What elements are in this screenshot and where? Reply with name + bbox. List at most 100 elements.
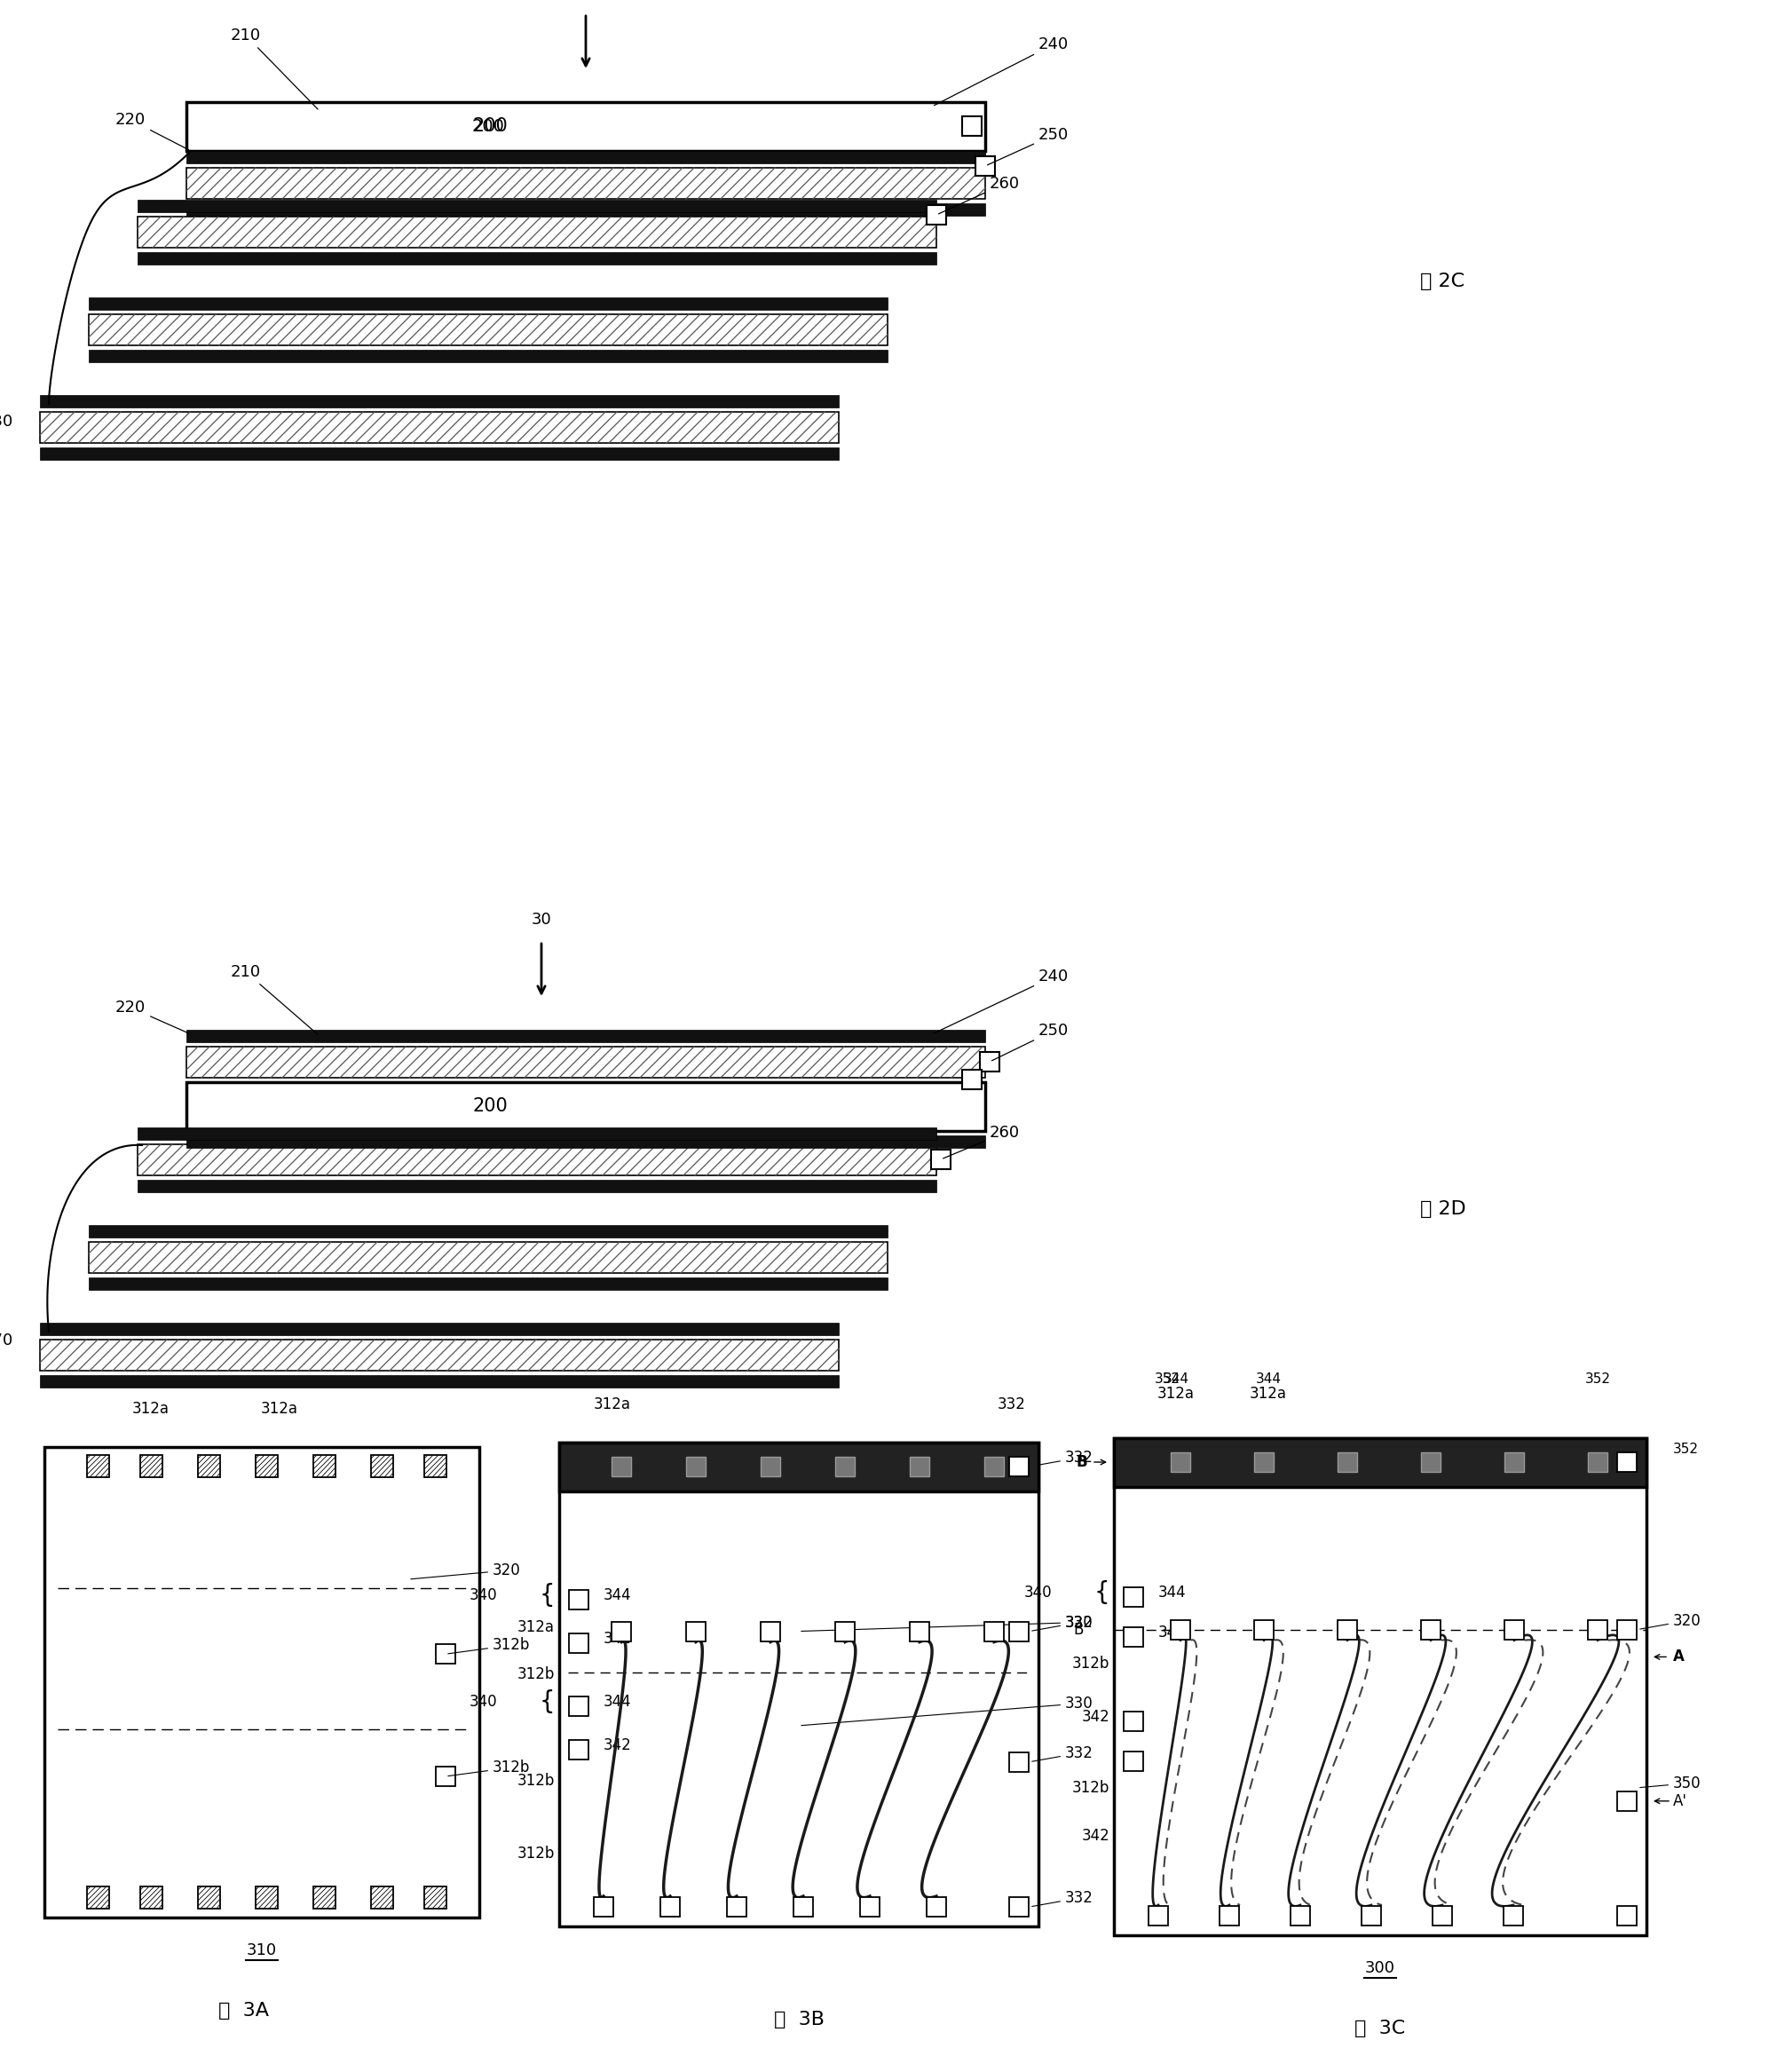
Text: 342: 342: [604, 1631, 633, 1647]
Bar: [1149, 1905, 1168, 1926]
Text: 312a: 312a: [593, 1397, 631, 1412]
Bar: [910, 1457, 930, 1476]
Bar: [88, 1455, 109, 1478]
Bar: [425, 1455, 446, 1478]
Text: 200: 200: [471, 118, 505, 134]
Text: 250: 250: [987, 128, 1068, 165]
Text: B': B': [1073, 1622, 1088, 1637]
Bar: [1124, 1752, 1143, 1771]
Bar: [559, 1443, 1038, 1492]
Bar: [926, 204, 946, 225]
Bar: [1362, 1905, 1382, 1926]
Bar: [962, 116, 982, 136]
Bar: [980, 1053, 1000, 1071]
Bar: [1505, 1620, 1523, 1639]
Text: 312b: 312b: [448, 1637, 530, 1653]
Bar: [1009, 1897, 1029, 1917]
Bar: [568, 1740, 588, 1761]
Text: 260: 260: [939, 175, 1020, 215]
Bar: [984, 1622, 1004, 1641]
Bar: [256, 1886, 278, 1909]
Text: 200: 200: [473, 1098, 507, 1115]
Bar: [568, 1589, 588, 1610]
Text: 340: 340: [470, 1587, 496, 1604]
Bar: [659, 1897, 679, 1917]
Bar: [39, 394, 839, 407]
Bar: [90, 1243, 887, 1273]
Bar: [435, 1767, 455, 1785]
Bar: [197, 1886, 220, 1909]
Bar: [1009, 1457, 1029, 1476]
Bar: [1124, 1711, 1143, 1732]
Bar: [1616, 1792, 1636, 1810]
Text: 210: 210: [231, 964, 317, 1034]
Bar: [186, 151, 986, 163]
Text: 344: 344: [1256, 1373, 1281, 1385]
Bar: [1170, 1620, 1190, 1639]
Text: A: A: [1674, 1649, 1684, 1666]
Bar: [186, 167, 986, 198]
Bar: [728, 1897, 747, 1917]
Bar: [138, 252, 937, 264]
Bar: [186, 1030, 986, 1042]
Text: 320: 320: [801, 1614, 1093, 1631]
Text: {: {: [539, 1690, 556, 1715]
Text: 350: 350: [1640, 1775, 1701, 1792]
Text: 312b: 312b: [518, 1773, 556, 1789]
Text: 344: 344: [1158, 1585, 1186, 1602]
Text: 320: 320: [1640, 1612, 1701, 1628]
Bar: [435, 1645, 455, 1664]
Bar: [197, 1455, 220, 1478]
Bar: [1337, 1453, 1357, 1472]
Bar: [45, 1447, 478, 1917]
Bar: [88, 1886, 109, 1909]
Bar: [559, 1443, 1038, 1926]
Bar: [186, 1082, 986, 1131]
Text: 342: 342: [1081, 1829, 1109, 1843]
Bar: [860, 1897, 880, 1917]
Text: B: B: [1075, 1455, 1088, 1470]
Bar: [932, 1150, 950, 1168]
Bar: [910, 1622, 930, 1641]
Bar: [371, 1455, 392, 1478]
Bar: [186, 202, 986, 217]
Text: 332: 332: [1032, 1449, 1093, 1465]
Bar: [138, 1181, 937, 1193]
Bar: [138, 200, 937, 213]
Text: 240: 240: [934, 37, 1068, 105]
Bar: [1421, 1453, 1441, 1472]
Text: 312b: 312b: [1072, 1655, 1109, 1672]
Text: 250: 250: [991, 1022, 1068, 1061]
Bar: [90, 297, 887, 310]
Bar: [138, 1143, 937, 1174]
Text: A': A': [1674, 1794, 1688, 1808]
Bar: [1009, 1752, 1029, 1771]
Bar: [1616, 1905, 1636, 1926]
Bar: [186, 1135, 986, 1148]
Bar: [1290, 1905, 1310, 1926]
Bar: [39, 1340, 839, 1370]
Text: 342: 342: [1158, 1624, 1186, 1641]
Bar: [314, 1455, 335, 1478]
Text: 30: 30: [530, 912, 552, 927]
Bar: [760, 1457, 780, 1476]
Bar: [1124, 1587, 1143, 1608]
Text: 344: 344: [604, 1695, 631, 1709]
Text: 图  3B: 图 3B: [774, 2010, 824, 2029]
Text: 312a: 312a: [1249, 1385, 1287, 1401]
Text: 图 2C: 图 2C: [1419, 272, 1464, 291]
Bar: [1220, 1905, 1238, 1926]
Bar: [835, 1622, 855, 1641]
Text: 270: 270: [0, 1333, 13, 1348]
Text: 342: 342: [1081, 1709, 1109, 1726]
Bar: [314, 1886, 335, 1909]
Text: 图 2D: 图 2D: [1419, 1201, 1466, 1218]
Text: 312a: 312a: [133, 1401, 170, 1416]
Bar: [1115, 1439, 1647, 1936]
Bar: [39, 1375, 839, 1387]
Bar: [1616, 1620, 1636, 1639]
Text: 312b: 312b: [1072, 1779, 1109, 1796]
Text: 图  3A: 图 3A: [219, 2002, 269, 2019]
Text: 320: 320: [410, 1562, 521, 1579]
Text: 210: 210: [231, 27, 317, 109]
